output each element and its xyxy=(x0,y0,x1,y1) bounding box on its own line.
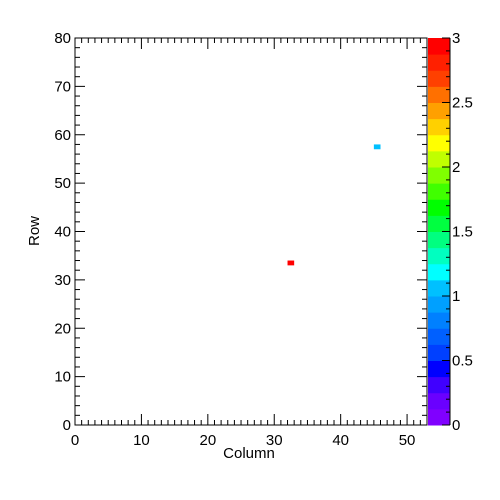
y-tick-label: 30 xyxy=(54,272,71,289)
color-scale-swatch xyxy=(428,296,450,313)
color-scale-swatch xyxy=(428,183,450,200)
plot-frame xyxy=(74,37,428,426)
x-tick-label: 50 xyxy=(399,432,416,449)
color-scale-swatch xyxy=(428,54,450,71)
color-scale-swatch xyxy=(428,134,450,152)
color-scale-swatch xyxy=(428,263,450,281)
color-scale-swatch xyxy=(428,102,450,120)
color-scale-swatch xyxy=(428,199,450,216)
y-axis-title: Row xyxy=(26,216,43,246)
x-axis-title: Column xyxy=(223,445,275,462)
x-tick-label: 0 xyxy=(71,432,79,449)
heatmap-cell xyxy=(287,260,295,266)
y-axis: 0 10 20 30 40 50 60 70 80 xyxy=(54,30,427,434)
y-tick-label: 20 xyxy=(54,320,71,337)
y-tick-label: 10 xyxy=(54,369,71,386)
cells-layer xyxy=(287,144,381,266)
color-scale-label: 1.5 xyxy=(452,224,473,241)
y-tick-label: 80 xyxy=(54,30,71,47)
x-axis: 0 10 20 30 40 50 xyxy=(71,38,428,449)
heatmap-cell xyxy=(373,144,381,150)
x-tick-label: 20 xyxy=(199,432,216,449)
color-scale-swatch xyxy=(428,408,450,426)
x-tick-label: 10 xyxy=(133,432,150,449)
x-tick-label: 40 xyxy=(332,432,349,449)
color-scale-swatch xyxy=(428,167,450,184)
color-scale-swatch xyxy=(428,279,450,297)
y-tick-label: 60 xyxy=(54,127,71,144)
color-scale-swatch xyxy=(428,118,450,136)
color-scale-label: 0 xyxy=(452,417,460,434)
color-scale-swatch xyxy=(428,360,450,378)
y-tick-label: 0 xyxy=(63,417,71,434)
x-tick-label: 30 xyxy=(266,432,283,449)
color-scale-swatch xyxy=(428,376,450,394)
color-scale-swatch xyxy=(428,231,450,249)
color-scale-label: 2.5 xyxy=(452,95,473,112)
color-scale-swatch xyxy=(428,38,450,55)
y-tick-label: 50 xyxy=(54,175,71,192)
color-scale-label: 3 xyxy=(452,30,460,47)
color-scale-swatch xyxy=(428,86,450,103)
color-scale-label: 2 xyxy=(452,159,460,176)
color-scale-swatch xyxy=(428,215,450,232)
y-tick-label: 40 xyxy=(54,224,71,241)
color-scale-swatch xyxy=(428,150,450,168)
color-scale-label: 0.5 xyxy=(452,353,473,370)
color-scale-swatch xyxy=(428,312,450,329)
color-scale-swatch xyxy=(428,328,450,345)
y-tick-label: 70 xyxy=(54,78,71,95)
color-scale-swatch xyxy=(428,392,450,410)
color-scale-bar: 0 0.5 1 1.5 2 2.5 3 xyxy=(428,30,473,434)
color-scale-label: 1 xyxy=(452,288,460,305)
color-scale-swatch xyxy=(428,70,450,87)
color-scale-swatch xyxy=(428,344,450,361)
color-scale-swatch xyxy=(428,247,450,265)
